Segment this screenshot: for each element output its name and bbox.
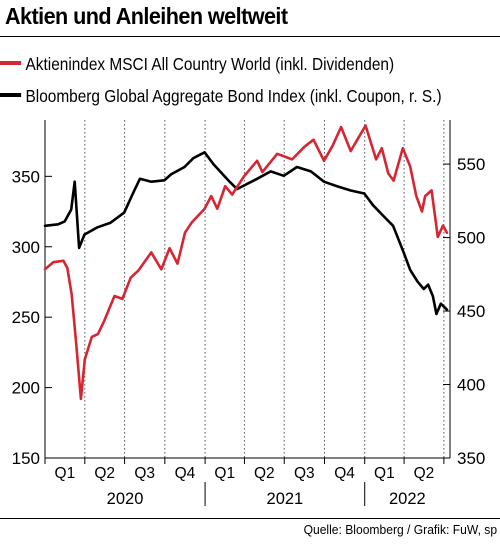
x-year-label: 2022 [389, 490, 426, 508]
legend-item-bonds: Bloomberg Global Aggregate Bond Index (i… [0, 86, 442, 107]
x-quarter-label: Q4 [175, 465, 196, 482]
x-year-label: 2020 [107, 490, 144, 508]
x-quarter-label: Q1 [374, 465, 395, 482]
right-tick-label: 550 [457, 155, 485, 174]
legend-item-stocks: Aktienindex MSCI All Country World (inkl… [0, 54, 394, 75]
series-line-bonds [43, 151, 449, 316]
legend-swatch-bonds [0, 93, 22, 98]
chart-title: Aktien und Anleihen weltweit [5, 3, 288, 29]
x-quarter-label: Q2 [414, 465, 435, 482]
left-tick-label: 200 [12, 379, 40, 398]
source-note: Quelle: Bloomberg / Grafik: FuW, sp [303, 522, 497, 537]
x-year-label: 2021 [267, 490, 304, 508]
x-quarter-label: Q1 [214, 465, 235, 482]
x-quarter-label: Q4 [334, 465, 355, 482]
left-tick-label: 150 [12, 449, 40, 468]
x-quarter-label: Q2 [94, 465, 115, 482]
left-tick-label: 300 [12, 238, 40, 257]
title-rule [0, 36, 500, 37]
right-tick-label: 450 [457, 302, 485, 321]
source-rule [0, 518, 500, 519]
right-tick-label: 400 [457, 376, 485, 395]
legend-swatch-stocks [0, 61, 22, 66]
left-tick-label: 250 [12, 308, 40, 327]
right-tick-label: 350 [457, 449, 485, 468]
x-quarter-label: Q1 [55, 465, 76, 482]
x-quarter-label: Q3 [134, 465, 155, 482]
legend-label-stocks: Aktienindex MSCI All Country World (inkl… [25, 54, 395, 74]
x-quarter-label: Q3 [294, 465, 315, 482]
series-line-stocks [43, 124, 449, 401]
right-tick-label: 500 [457, 229, 485, 248]
left-tick-label: 350 [12, 167, 40, 186]
legend-label-bonds: Bloomberg Global Aggregate Bond Index (i… [25, 86, 442, 106]
x-quarter-label: Q2 [254, 465, 275, 482]
